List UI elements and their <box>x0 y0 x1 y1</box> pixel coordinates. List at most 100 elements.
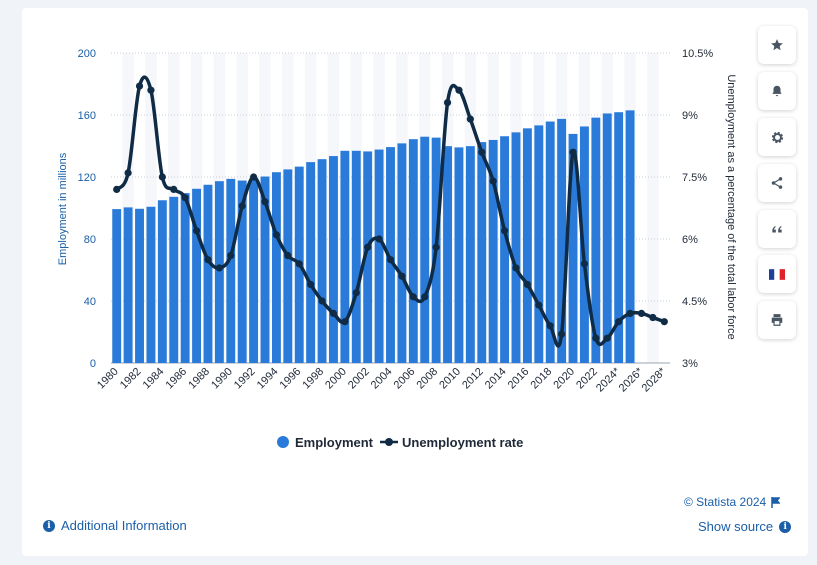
unemployment-point[interactable] <box>215 264 223 272</box>
employment-bar[interactable] <box>374 149 384 363</box>
employment-bar[interactable] <box>249 179 259 363</box>
unemployment-point[interactable] <box>523 280 531 289</box>
unemployment-point[interactable] <box>227 251 235 260</box>
favorite-button[interactable] <box>758 26 796 64</box>
employment-bar[interactable] <box>591 117 601 363</box>
legend-employment[interactable]: Employment <box>277 435 374 450</box>
unemployment-point[interactable] <box>478 148 486 156</box>
unemployment-point[interactable] <box>432 243 440 251</box>
unemployment-point[interactable] <box>238 202 246 210</box>
employment-bar[interactable] <box>112 209 122 363</box>
legend-unemployment[interactable]: Unemployment rate <box>380 435 523 450</box>
unemployment-point[interactable] <box>637 309 646 317</box>
unemployment-point[interactable] <box>284 251 292 260</box>
unemployment-point[interactable] <box>158 173 166 181</box>
unemployment-point[interactable] <box>546 322 554 330</box>
employment-bar[interactable] <box>351 150 361 363</box>
employment-bar[interactable] <box>488 139 498 363</box>
unemployment-point[interactable] <box>204 256 212 264</box>
unemployment-point[interactable] <box>626 309 634 317</box>
unemployment-point[interactable] <box>192 227 201 235</box>
employment-bar[interactable] <box>568 133 578 363</box>
unemployment-point[interactable] <box>580 260 589 268</box>
statista-credit[interactable]: © Statista 2024 <box>684 495 781 509</box>
employment-bar[interactable] <box>477 142 487 363</box>
unemployment-point[interactable] <box>466 115 474 123</box>
employment-bar[interactable] <box>557 118 567 363</box>
unemployment-point[interactable] <box>386 256 395 264</box>
show-source-link[interactable]: Show source i <box>698 519 792 534</box>
unemployment-point[interactable] <box>341 318 349 326</box>
employment-bar[interactable] <box>271 172 281 363</box>
employment-bar[interactable] <box>363 151 373 363</box>
employment-bar[interactable] <box>408 139 418 363</box>
employment-bar[interactable] <box>283 169 293 363</box>
employment-bar[interactable] <box>614 112 624 364</box>
employment-bar[interactable] <box>157 200 167 363</box>
unemployment-point[interactable] <box>489 177 497 185</box>
additional-information-link[interactable]: i Additional Information <box>43 518 187 533</box>
unemployment-point[interactable] <box>272 231 281 239</box>
notification-button[interactable] <box>758 72 796 110</box>
employment-bar[interactable] <box>454 147 464 363</box>
unemployment-point[interactable] <box>124 169 132 177</box>
unemployment-point[interactable] <box>500 227 509 235</box>
unemployment-point[interactable] <box>660 318 668 326</box>
unemployment-point[interactable] <box>181 194 189 202</box>
unemployment-point[interactable] <box>512 264 520 272</box>
print-button[interactable] <box>758 301 796 339</box>
employment-bar[interactable] <box>146 206 156 363</box>
unemployment-point[interactable] <box>364 243 372 251</box>
unemployment-point[interactable] <box>592 334 600 342</box>
employment-bar[interactable] <box>511 132 521 363</box>
unemployment-point[interactable] <box>443 99 452 107</box>
employment-bar[interactable] <box>226 178 236 363</box>
unemployment-point[interactable] <box>250 173 258 181</box>
employment-bar[interactable] <box>203 184 213 363</box>
settings-button[interactable] <box>758 118 796 156</box>
unemployment-point[interactable] <box>329 309 338 317</box>
unemployment-point[interactable] <box>307 280 315 289</box>
language-button[interactable] <box>758 255 796 293</box>
employment-bar[interactable] <box>135 208 144 363</box>
unemployment-point[interactable] <box>113 185 121 193</box>
unemployment-point[interactable] <box>558 330 566 338</box>
unemployment-point[interactable] <box>375 235 383 243</box>
employment-bar[interactable] <box>602 113 612 363</box>
unemployment-point[interactable] <box>135 82 144 90</box>
unemployment-point[interactable] <box>170 185 178 193</box>
employment-bar[interactable] <box>534 125 544 363</box>
unemployment-point[interactable] <box>295 260 303 268</box>
employment-bar[interactable] <box>214 181 224 363</box>
unemployment-point[interactable] <box>352 289 360 297</box>
unemployment-point[interactable] <box>318 297 326 305</box>
employment-bar[interactable] <box>340 150 350 363</box>
employment-bar[interactable] <box>465 146 475 363</box>
employment-bar[interactable] <box>180 193 190 363</box>
employment-bar[interactable] <box>169 196 179 363</box>
employment-bar[interactable] <box>317 159 327 363</box>
employment-bar[interactable] <box>329 156 338 363</box>
unemployment-point[interactable] <box>535 301 543 309</box>
employment-bar[interactable] <box>579 126 589 363</box>
unemployment-point[interactable] <box>261 198 269 206</box>
employment-bar[interactable] <box>625 110 635 363</box>
unemployment-point[interactable] <box>603 334 611 342</box>
unemployment-point[interactable] <box>455 86 463 94</box>
employment-bar[interactable] <box>522 128 532 363</box>
unemployment-point[interactable] <box>649 313 657 322</box>
employment-bar[interactable] <box>123 207 133 363</box>
employment-bar[interactable] <box>397 143 407 363</box>
unemployment-point[interactable] <box>147 86 155 94</box>
employment-bar[interactable] <box>420 136 430 363</box>
cite-button[interactable] <box>758 210 796 248</box>
share-button[interactable] <box>758 164 796 202</box>
unemployment-point[interactable] <box>398 272 406 280</box>
employment-bar[interactable] <box>260 176 270 363</box>
unemployment-point[interactable] <box>421 293 429 301</box>
employment-bar[interactable] <box>306 162 316 363</box>
unemployment-point[interactable] <box>569 148 577 156</box>
employment-bar[interactable] <box>386 147 395 363</box>
unemployment-point[interactable] <box>409 293 417 301</box>
employment-bar[interactable] <box>443 146 452 363</box>
